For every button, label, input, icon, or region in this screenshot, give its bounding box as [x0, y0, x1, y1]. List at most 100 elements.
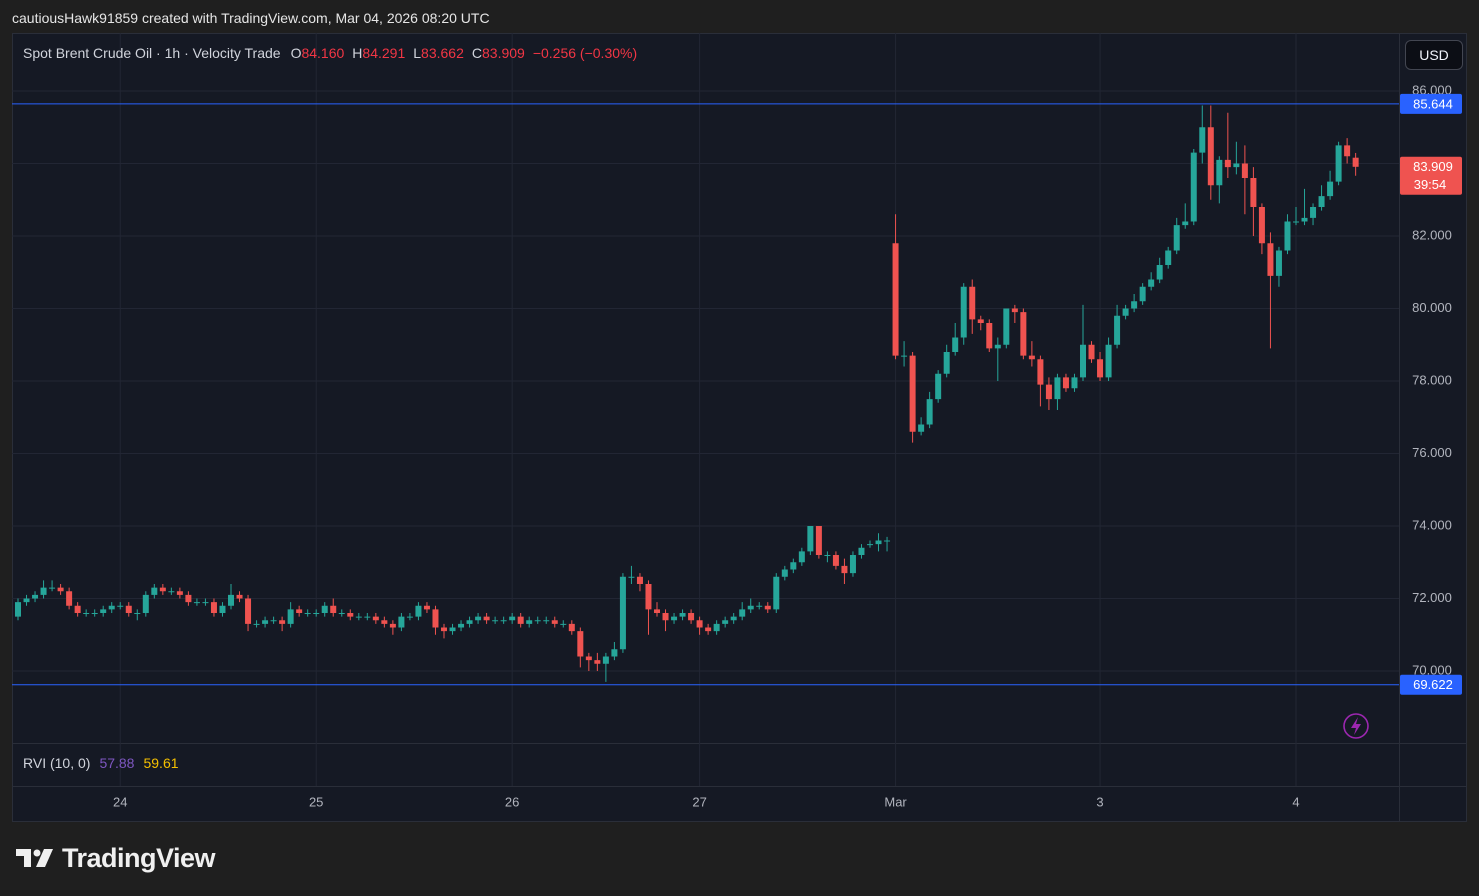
candle-body: [415, 605, 422, 617]
candle-body: [551, 620, 558, 624]
candle-body: [466, 620, 473, 624]
candle-body: [1284, 221, 1291, 251]
candle-body: [74, 605, 81, 614]
candle-body: [1037, 359, 1044, 385]
candle-body: [210, 602, 217, 614]
last-price-tag: [1400, 156, 1462, 195]
candle-body: [245, 598, 252, 624]
candle-body: [253, 623, 260, 625]
candle-body: [688, 613, 695, 621]
candle-body: [509, 616, 516, 621]
ohlc-value: 84.291: [362, 45, 406, 61]
candle-body: [560, 623, 567, 625]
candle-body: [1310, 207, 1317, 218]
candle-body: [773, 576, 780, 610]
candle-body: [389, 623, 396, 628]
candle-body: [986, 323, 993, 349]
candle-body: [892, 243, 899, 356]
last-price-label: 83.909: [1413, 159, 1453, 174]
candle-body: [500, 620, 507, 622]
candle-body: [176, 591, 183, 595]
candle-body: [1165, 250, 1172, 266]
candle-body: [475, 616, 482, 621]
candle-body: [1062, 377, 1069, 389]
candle-body: [636, 576, 643, 585]
candle-body: [159, 587, 166, 592]
indicator-legend: RVI (10, 0) 57.88 59.61: [23, 755, 179, 771]
candle-body: [849, 555, 856, 574]
candle-body: [1199, 127, 1206, 153]
candle-body: [1344, 145, 1351, 157]
price-tag: [1400, 93, 1462, 114]
currency-button[interactable]: USD: [1405, 40, 1463, 70]
candle-body: [747, 605, 754, 610]
candle-body: [764, 605, 771, 610]
candle-body: [1173, 225, 1180, 251]
candle-body: [884, 540, 891, 542]
change-value: −0.256 (−0.30%): [532, 45, 638, 61]
candle-body: [1122, 308, 1129, 316]
y-tick-label: 70.000: [1412, 662, 1452, 677]
candle-body: [517, 616, 524, 624]
candle-body: [645, 584, 652, 610]
candle-body: [756, 605, 763, 607]
candle-body: [151, 587, 158, 595]
candle-body: [526, 620, 533, 624]
candle-body: [960, 286, 967, 338]
chart-frame: [12, 33, 1467, 822]
candle-body: [1182, 221, 1189, 226]
candle-body: [705, 627, 712, 632]
candle-body: [867, 544, 873, 546]
candle-body: [1267, 243, 1274, 276]
candle-body: [1318, 196, 1325, 208]
candle-body: [1258, 207, 1265, 244]
candle-body: [168, 591, 175, 593]
candle-body: [1131, 301, 1138, 309]
x-tick-label: 3: [1096, 794, 1103, 809]
x-tick-label: 27: [692, 794, 706, 809]
x-tick-label: 24: [113, 794, 127, 809]
candle-body: [219, 605, 226, 614]
candle-body: [423, 605, 430, 610]
candle-body: [372, 616, 379, 621]
candle-body: [15, 602, 21, 617]
candle-body: [824, 555, 831, 557]
candle-body: [381, 620, 388, 624]
candle-body: [108, 605, 115, 610]
candle-body: [611, 649, 618, 657]
candle-body: [1088, 344, 1095, 360]
candle-body: [1097, 359, 1104, 378]
candle-body: [57, 587, 64, 592]
candle-body: [66, 591, 73, 606]
ohlc-key: O: [290, 45, 302, 61]
candle-body: [1301, 217, 1308, 222]
candle-body: [654, 609, 660, 614]
candle-body: [32, 594, 39, 599]
candle-body: [23, 598, 30, 603]
candle-body: [875, 540, 882, 545]
candle-body: [142, 594, 149, 614]
candle-body: [1156, 265, 1163, 280]
candle-body: [781, 569, 788, 577]
candle-body: [91, 613, 98, 615]
candle-body: [935, 373, 942, 400]
candle-body: [662, 613, 669, 621]
candle-body: [926, 399, 933, 425]
candles: [15, 105, 1359, 682]
candle-body: [458, 623, 465, 628]
candle-body: [577, 631, 584, 657]
candle-body: [679, 613, 686, 617]
candle-body: [347, 613, 354, 617]
candle-body: [943, 352, 950, 374]
candle-body: [117, 605, 124, 607]
y-tick-label: 74.000: [1412, 517, 1452, 532]
candle-body: [858, 547, 865, 556]
candle-body: [432, 609, 439, 628]
alert-icon[interactable]: [1343, 713, 1369, 739]
candle-body: [1139, 286, 1146, 302]
candle-body: [594, 660, 601, 664]
y-tick-label: 76.000: [1412, 445, 1452, 460]
price-tag-label: 69.622: [1413, 677, 1453, 692]
